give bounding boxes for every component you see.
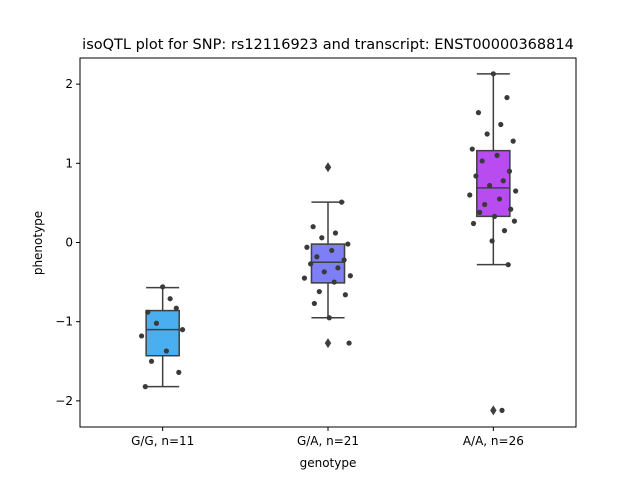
data-point bbox=[153, 320, 160, 326]
data-point bbox=[310, 224, 316, 230]
data-point bbox=[332, 230, 339, 236]
box-group bbox=[310, 162, 346, 349]
data-point bbox=[160, 284, 166, 290]
data-point bbox=[341, 257, 347, 263]
data-point bbox=[467, 192, 473, 198]
x-tick-label: G/G, n=11 bbox=[131, 434, 194, 448]
data-point bbox=[490, 71, 496, 77]
x-axis-label: genotype bbox=[300, 456, 357, 470]
plot-area bbox=[138, 71, 519, 416]
data-point bbox=[331, 279, 337, 285]
data-point bbox=[301, 275, 308, 281]
data-point bbox=[498, 121, 504, 128]
data-point bbox=[335, 265, 341, 271]
data-point bbox=[347, 273, 353, 279]
data-point bbox=[496, 196, 503, 202]
data-point bbox=[500, 178, 506, 184]
data-point bbox=[319, 235, 325, 241]
data-point bbox=[508, 206, 514, 212]
strip-group bbox=[138, 284, 186, 390]
box-body bbox=[310, 243, 346, 284]
data-point bbox=[484, 131, 490, 137]
data-point bbox=[504, 94, 510, 101]
x-axis: G/G, n=11 G/A, n=21 A/A, n=26 bbox=[131, 427, 524, 448]
x-tick-label: A/A, n=26 bbox=[463, 434, 524, 448]
data-point bbox=[473, 173, 479, 179]
data-point bbox=[477, 209, 483, 216]
data-point bbox=[489, 238, 495, 244]
data-point bbox=[491, 213, 498, 219]
data-point bbox=[513, 188, 519, 194]
data-point bbox=[510, 138, 516, 144]
data-point bbox=[345, 241, 351, 247]
data-point bbox=[339, 199, 345, 205]
data-point bbox=[511, 218, 518, 224]
data-point bbox=[179, 327, 186, 333]
data-point bbox=[325, 164, 331, 170]
y-tick-label: 0 bbox=[65, 236, 73, 250]
data-point bbox=[173, 305, 179, 311]
data-point bbox=[505, 262, 511, 268]
data-point bbox=[479, 158, 485, 164]
data-point bbox=[138, 333, 145, 339]
data-point bbox=[314, 254, 320, 260]
data-point bbox=[145, 309, 151, 315]
data-point bbox=[469, 146, 475, 152]
data-point bbox=[329, 247, 335, 254]
data-point bbox=[326, 315, 332, 321]
outlier-marker bbox=[324, 338, 332, 349]
strip-group bbox=[301, 164, 353, 346]
box-body bbox=[145, 309, 180, 357]
data-point bbox=[321, 269, 327, 275]
data-point bbox=[311, 300, 317, 307]
chart-title: isoQTL plot for SNP: rs12116923 and tran… bbox=[82, 37, 574, 53]
data-point bbox=[506, 168, 513, 174]
box-group bbox=[476, 73, 511, 416]
y-tick-label: 1 bbox=[65, 156, 73, 170]
strip-group bbox=[467, 71, 519, 413]
data-point bbox=[167, 296, 173, 302]
box-group bbox=[145, 286, 180, 388]
data-point bbox=[342, 292, 348, 298]
data-point bbox=[148, 358, 155, 364]
data-point bbox=[346, 340, 352, 346]
data-point bbox=[475, 110, 482, 116]
data-point bbox=[304, 244, 310, 250]
y-axis-label: phenotype bbox=[31, 211, 45, 275]
data-point bbox=[176, 369, 182, 375]
data-point bbox=[316, 288, 322, 295]
data-point bbox=[142, 384, 148, 390]
data-point bbox=[501, 228, 508, 234]
y-tick-label: 2 bbox=[65, 77, 73, 91]
x-tick-label: G/A, n=21 bbox=[297, 434, 359, 448]
data-point bbox=[482, 201, 488, 208]
outlier-marker bbox=[490, 405, 497, 416]
data-point bbox=[487, 182, 493, 189]
y-tick-label: −2 bbox=[55, 394, 73, 408]
data-point bbox=[308, 261, 314, 267]
data-point bbox=[499, 407, 505, 413]
y-axis: −2 −1 0 1 2 bbox=[55, 77, 80, 408]
data-point bbox=[470, 220, 477, 227]
data-point bbox=[163, 348, 169, 354]
y-tick-label: −1 bbox=[55, 315, 73, 329]
data-point bbox=[494, 152, 500, 158]
